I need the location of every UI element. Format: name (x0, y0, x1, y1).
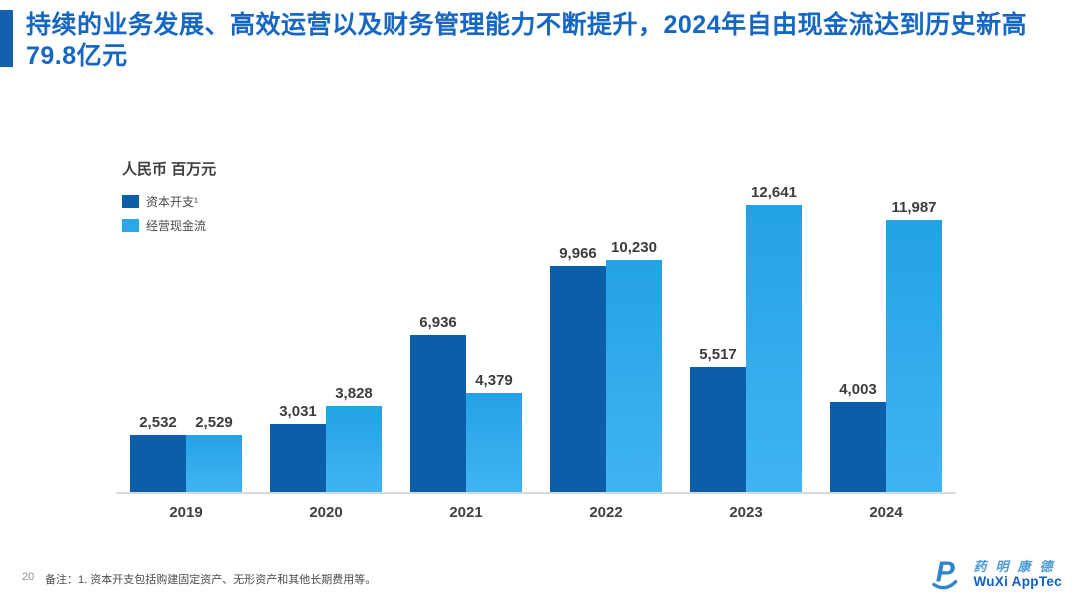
x-axis-label-2023: 2023 (729, 504, 763, 521)
footnote: 备注：1. 资本开支包括购建固定资产、无形资产和其他长期费用等。 (45, 574, 377, 586)
svg-text:P: P (936, 557, 956, 589)
bar-group-2023: 5,517 12,641 (690, 178, 802, 493)
bar-column-capex-2024: 4,003 (830, 178, 886, 493)
legend-item-capex: 资本开支¹ (122, 193, 216, 210)
bar-column-cashflow-2022: 10,230 (606, 178, 662, 493)
legend-label-cashflow: 经营现金流 (146, 219, 207, 233)
x-axis-label-2019: 2019 (169, 504, 203, 521)
legend-swatch-capex (122, 195, 139, 208)
company-logo: P 药明康德 WuXi AppTec (931, 556, 1062, 594)
bar-column-capex-2021: 6,936 (410, 178, 466, 493)
chart-legend: 人民币 百万元 资本开支¹ 经营现金流 (122, 158, 216, 241)
logo-text: 药明康德 WuXi AppTec (973, 559, 1062, 590)
bar-cashflow-2023 (746, 205, 802, 493)
wuxi-apptec-logo-icon: P (932, 557, 958, 590)
x-axis-label-2024: 2024 (869, 504, 903, 521)
bar-column-capex-2020: 3,031 (270, 178, 326, 493)
bar-column-cashflow-2019: 2,529 (186, 178, 242, 493)
bar-capex-2023 (690, 367, 746, 493)
bar-column-capex-2019: 2,532 (130, 178, 186, 493)
bar-group-2020: 3,031 3,828 (270, 178, 382, 493)
bar-column-capex-2023: 5,517 (690, 178, 746, 493)
bar-column-capex-2022: 9,966 (550, 178, 606, 493)
bar-capex-2020 (270, 423, 326, 493)
bar-value-label-cashflow-2022: 10,230 (611, 238, 657, 256)
bar-group-2019: 2,532 2,529 (130, 178, 242, 493)
bar-capex-2019 (130, 435, 186, 493)
unit-label: 人民币 百万元 (122, 161, 217, 178)
legend-label-capex: 资本开支¹ (146, 195, 198, 209)
bar-chart-plot-area: 2,532 2,529 3,031 3,828 6,936 4,379 9,966 10,23… (130, 178, 942, 493)
bar-capex-2021 (410, 335, 466, 493)
bar-value-label-cashflow-2023: 12,641 (751, 184, 797, 201)
bar-column-cashflow-2024: 11,987 (886, 178, 942, 493)
bar-value-label-cashflow-2019: 2,529 (195, 414, 233, 432)
bar-value-label-capex-2023: 5,517 (699, 346, 737, 364)
bar-value-label-capex-2024: 4,003 (839, 380, 877, 398)
x-axis-label-2021: 2021 (449, 504, 483, 521)
page-number: 20 (22, 571, 35, 583)
bar-cashflow-2021 (466, 393, 522, 493)
bar-cashflow-2024 (886, 219, 942, 493)
bar-group-2022: 9,966 10,230 (550, 178, 662, 493)
x-axis-label-2020: 2020 (309, 504, 343, 521)
bar-value-label-capex-2022: 9,966 (559, 244, 597, 262)
bar-value-label-capex-2019: 2,532 (139, 414, 177, 432)
bar-value-label-cashflow-2024: 11,987 (891, 198, 937, 216)
bar-value-label-cashflow-2021: 4,379 (475, 372, 513, 390)
x-axis-label-2022: 2022 (589, 504, 623, 521)
bar-cashflow-2019 (186, 435, 242, 493)
bar-cashflow-2020 (326, 405, 382, 493)
legend-items: 资本开支¹ 经营现金流 (122, 193, 216, 234)
bar-capex-2022 (550, 265, 606, 493)
x-axis-line (116, 492, 956, 494)
x-axis-labels: 2019 2020 2021 2022 2023 2024 (130, 504, 942, 521)
bar-column-cashflow-2020: 3,828 (326, 178, 382, 493)
bar-value-label-capex-2021: 6,936 (419, 314, 457, 331)
legend-item-cashflow: 经营现金流 (122, 217, 216, 234)
bar-group-2024: 4,003 11,987 (830, 178, 942, 493)
bar-column-cashflow-2021: 4,379 (466, 178, 522, 493)
bar-group-2021: 6,936 4,379 (410, 178, 522, 493)
title-accent-bar (0, 10, 13, 67)
bar-cashflow-2022 (606, 259, 662, 493)
logo-chinese-name: 药明康德 (973, 559, 1062, 575)
bar-value-label-capex-2020: 3,031 (279, 402, 317, 420)
bar-value-label-cashflow-2020: 3,828 (335, 384, 373, 402)
page-title: 持续的业务发展、高效运营以及财务管理能力不断提升，2024年自由现金流达到历史新… (26, 11, 1028, 70)
legend-swatch-cashflow (122, 219, 139, 232)
bar-capex-2024 (830, 401, 886, 493)
bar-column-cashflow-2023: 12,641 (746, 178, 802, 493)
logo-english-name: WuXi AppTec (973, 574, 1062, 590)
